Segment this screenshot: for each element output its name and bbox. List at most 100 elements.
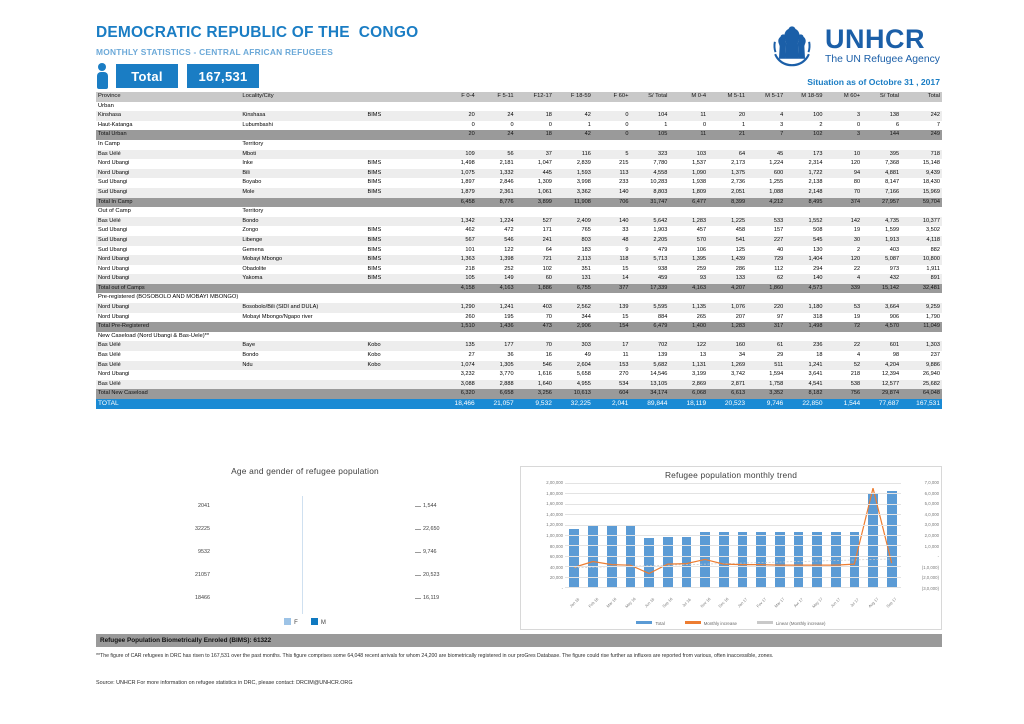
- table-cell: [407, 149, 438, 160]
- table-cell: 1,135: [669, 303, 709, 313]
- table-cell: [407, 274, 438, 284]
- table-cell: 2,839: [553, 159, 593, 169]
- table-cell: [407, 130, 438, 140]
- pyramid-row: 18466 16,119: [96, 588, 514, 608]
- table-cell: 973: [862, 264, 902, 275]
- table-cell: 3,770: [476, 370, 516, 380]
- table-cell: 12,394: [862, 370, 902, 380]
- table-cell: 0: [476, 120, 516, 131]
- table-cell: 118: [592, 255, 631, 265]
- table-cell: Sud Ubangi: [96, 226, 241, 236]
- table-cell: BIMS: [365, 274, 408, 284]
- table-cell: 11: [669, 111, 709, 121]
- section-heading-row: Urban: [96, 101, 942, 112]
- table-cell: 4,541: [785, 379, 825, 390]
- table-row: Nord Ubangi Mobayi Mbongo BIMS 1,363 1,398 72…: [96, 255, 942, 265]
- table-cell: 5,642: [630, 216, 670, 227]
- table-cell: 1,616: [515, 370, 554, 380]
- table-cell: 77,687: [862, 399, 902, 409]
- table-cell: 102: [785, 130, 825, 140]
- table-row: Bas Uélé 3,088 2,888 1,640 4,955 534 13,105 2,8…: [96, 379, 942, 390]
- table-cell: 339: [824, 283, 863, 294]
- y-tick-label: 1,60,000: [546, 501, 563, 507]
- pyramid-center-axis: [302, 496, 303, 614]
- table-cell: 125: [708, 245, 748, 256]
- table-cell: 1,088: [747, 187, 786, 198]
- trend-bar: [718, 532, 729, 587]
- total-value: 167,531: [187, 64, 259, 88]
- table-cell: 2,562: [553, 303, 593, 313]
- table-cell: 100: [785, 111, 825, 121]
- table-cell: BIMS: [365, 111, 408, 121]
- spacer-cell: [365, 101, 942, 112]
- trend-bar: [756, 531, 766, 587]
- table-cell: Nord Ubangi: [96, 264, 241, 275]
- table-row: Nord Ubangi Yakoma BIMS 105 149 60 131 14 459 93 1…: [96, 274, 942, 284]
- table-cell: 112: [747, 264, 786, 275]
- legend-swatch: [756, 621, 773, 624]
- table-cell: 2,113: [553, 255, 593, 265]
- table-cell: 1,911: [901, 264, 942, 275]
- age-gender-chart-title: Age and gender of refugee population: [231, 466, 379, 476]
- table-cell: 5,682: [630, 360, 670, 371]
- table-cell: [407, 370, 438, 380]
- table-cell: 4,163: [669, 283, 709, 294]
- table-cell: Bosobolo/Bili (SIDI and DULA): [240, 303, 366, 313]
- table-cell: Gemena: [240, 245, 366, 256]
- table-cell: 15: [592, 312, 631, 323]
- y2-tick-label: 1,0,000: [924, 543, 939, 549]
- table-cell: 70: [515, 341, 554, 352]
- table-cell: Boyabo: [240, 178, 366, 188]
- table-cell: 1,131: [669, 360, 709, 371]
- spacer-cell: [365, 293, 942, 304]
- table-cell: 10,613: [553, 389, 593, 399]
- table-cell: 183: [553, 245, 593, 256]
- table-cell: 1,913: [862, 235, 902, 246]
- table-cell: 5,713: [630, 255, 670, 265]
- table-cell: 1,640: [515, 379, 554, 390]
- table-cell: 34,174: [630, 389, 670, 399]
- table-cell: 30: [824, 235, 863, 246]
- table-cell: 4: [824, 274, 863, 284]
- table-cell: Lubumbashi: [240, 120, 366, 131]
- table-cell: 604: [592, 389, 631, 399]
- table-cell: [407, 351, 438, 361]
- table-cell: 8,776: [476, 197, 516, 208]
- table-cell: [407, 360, 438, 371]
- table-cell: 1,404: [785, 255, 825, 265]
- table-cell: 938: [630, 264, 670, 275]
- table-cell: 4,158: [437, 283, 477, 294]
- table-body: Province Locality/City F 0-4 F 5-11 F12-17 F …: [96, 92, 942, 409]
- table-row: Sud Ubangi Libenge BIMS 567 546 241 803 48 2,205…: [96, 235, 942, 246]
- table-cell: 6,613: [708, 389, 748, 399]
- trend-x-axis-labels: Jan 16 Feb 16 Mar 16 May 16 Jun 16 Sep 16 Jul …: [565, 596, 901, 609]
- table-cell: [365, 216, 408, 227]
- table-cell: Nord Ubangi: [96, 312, 241, 323]
- table-cell: 479: [630, 245, 670, 256]
- table-cell: 94: [824, 168, 863, 179]
- table-cell: 4,573: [785, 283, 825, 294]
- table-cell: 803: [553, 235, 593, 246]
- table-cell: 6,755: [553, 283, 593, 294]
- table-cell: 109: [437, 149, 477, 160]
- table-cell: 6,458: [437, 197, 477, 208]
- table-cell: 37: [515, 149, 554, 160]
- table-cell: 3,352: [747, 389, 786, 399]
- table-cell: 20: [437, 130, 477, 140]
- table-cell: 1,363: [437, 255, 477, 265]
- table-cell: 15: [592, 264, 631, 275]
- table-cell: 15,148: [901, 159, 942, 169]
- table-cell: 1,224: [747, 159, 786, 169]
- column-header: [365, 92, 408, 102]
- table-cell: 17,339: [630, 283, 670, 294]
- table-cell: 52: [824, 360, 863, 371]
- table-row: Sud Ubangi Gemena BIMS 101 122 64 183 9 479 106 12…: [96, 245, 942, 256]
- legend-swatch: [684, 621, 701, 624]
- table-cell: 21,057: [476, 399, 516, 409]
- table-cell: 2,051: [708, 187, 748, 198]
- table-row: Nord Ubangi Obadolite BIMS 218 252 102 351 15 93…: [96, 264, 942, 275]
- y2-tick-label: 2,0,000: [924, 533, 939, 538]
- table-cell: 173: [785, 149, 825, 160]
- subtotal-label: Total Pre-Registered: [96, 322, 241, 332]
